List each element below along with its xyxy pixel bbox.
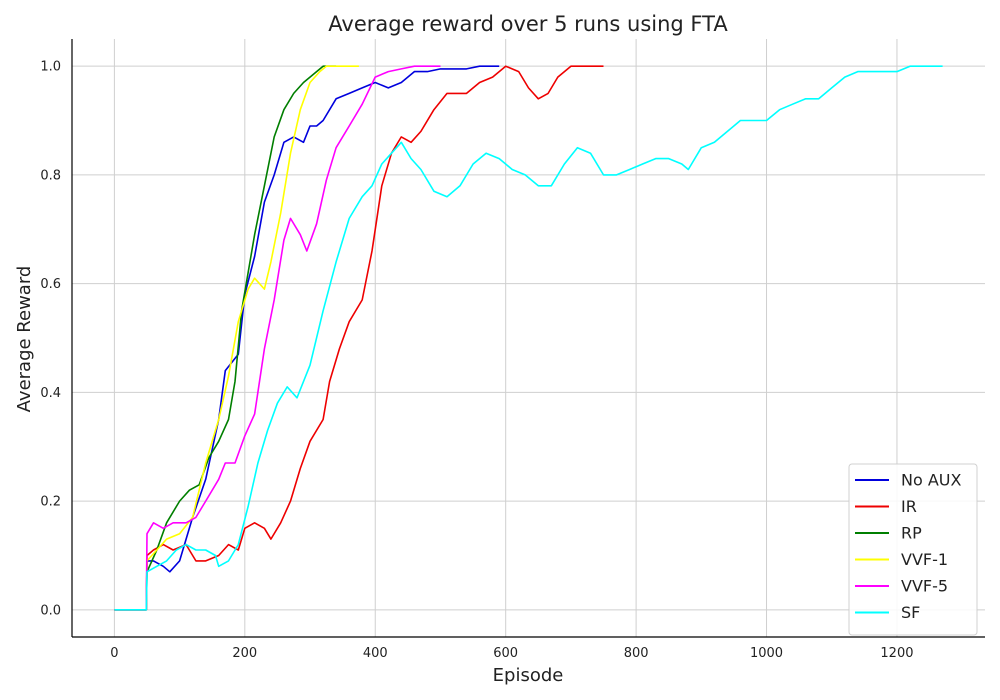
series-line-sf (114, 65, 943, 611)
y-tick-label: 0.6 (40, 277, 61, 292)
x-tick-label: 1000 (750, 646, 783, 661)
grid-lines (72, 39, 985, 637)
x-tick-label: 0 (110, 646, 118, 661)
x-axis-label: Episode (493, 665, 564, 686)
y-axis-label: Average Reward (14, 266, 35, 413)
x-tick-label: 800 (624, 646, 649, 661)
series-lines (114, 65, 943, 611)
y-tick-label: 0.8 (40, 168, 61, 183)
x-tick-label: 200 (232, 646, 257, 661)
y-tick-label: 1.0 (40, 60, 61, 75)
chart-title: Average reward over 5 runs using FTA (328, 12, 728, 36)
series-line-vvf-1 (114, 65, 359, 611)
legend-label: VVF-5 (901, 577, 948, 596)
y-tick-label: 0.4 (40, 386, 61, 401)
x-tick-label: 1200 (880, 646, 913, 661)
x-tick-label: 600 (493, 646, 518, 661)
series-line-vvf-5 (114, 65, 441, 611)
legend-label: VVF-1 (901, 550, 948, 569)
y-tick-label: 0.2 (40, 495, 61, 510)
series-line-no-aux (114, 65, 500, 611)
legend: No AUX IR RP VVF-1 VVF-5 SF (848, 463, 978, 636)
series-line-rp (114, 65, 337, 611)
axes (71, 39, 985, 638)
legend-label: No AUX (901, 471, 962, 490)
x-tick-labels: 0 200 400 600 800 1000 1200 (110, 646, 913, 661)
series-line-ir (114, 65, 604, 611)
y-tick-label: 0.0 (40, 603, 61, 618)
legend-label: SF (901, 603, 920, 622)
legend-label: IR (901, 497, 917, 516)
y-tick-labels: 0.0 0.2 0.4 0.6 0.8 1.0 (40, 60, 61, 619)
x-tick-label: 400 (363, 646, 388, 661)
legend-label: RP (901, 524, 922, 543)
